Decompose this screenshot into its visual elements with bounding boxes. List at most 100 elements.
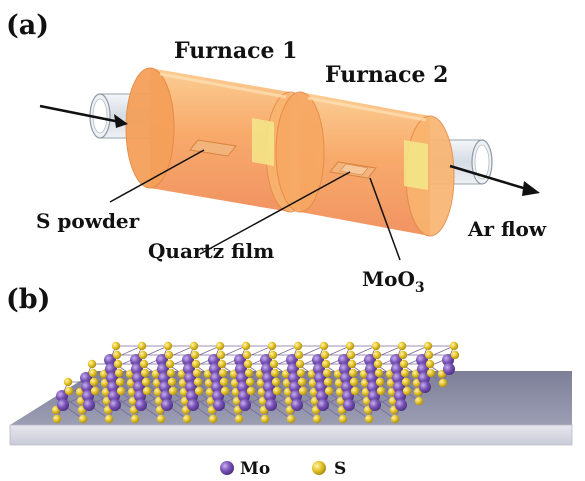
s-atom [140,368,150,378]
quartz-film-label: Quartz film [148,239,274,263]
mo-atom [161,399,173,411]
s-atom [243,359,253,369]
mo-atom [156,354,168,366]
mo-atom [315,381,327,393]
mo-atom [394,390,406,402]
s-atom [376,386,386,396]
mo-atom [416,354,428,366]
s-atom [219,377,229,387]
s-atom [399,359,409,369]
s-atom [450,350,460,360]
mo-atom [391,363,403,375]
mo-atom [109,399,121,411]
furnace-1-label: Furnace 1 [174,38,297,64]
mo-atom [286,354,298,366]
s-atom [270,368,280,378]
mo-atom [57,399,69,411]
s-atom [156,414,166,424]
s-atom [375,377,385,387]
mo-atom [130,354,142,366]
s-atom [449,341,459,351]
s-atom [260,414,270,424]
s-atom [167,377,177,387]
mo-atom [365,363,377,375]
mo-atom [289,381,301,393]
mo-atom [81,381,93,393]
s-atom [246,386,256,396]
mo-atom [133,381,145,393]
s-atom [397,341,407,351]
mo-atom [368,390,380,402]
s-atom [373,359,383,369]
mo-atom [184,372,196,384]
mo-atom [237,381,249,393]
s-atom [104,414,114,424]
s-atom [90,386,100,396]
s-atom [298,386,308,396]
mo-atom [364,354,376,366]
mo-atom [182,354,194,366]
s-atom [414,396,424,406]
s-atom [364,414,374,424]
s-atom [113,359,123,369]
s-atom [312,414,322,424]
s-atom [165,359,175,369]
mo-atom [367,381,379,393]
s-atom [295,359,305,369]
s-atom [297,377,307,387]
ar-flow-label: Ar flow [467,217,547,241]
mo-atom [83,399,95,411]
s-atom [89,377,99,387]
s-atom [193,377,203,387]
mo-atom [183,363,195,375]
mo-atom [312,354,324,366]
s-atom [189,341,199,351]
mo-atom [208,354,220,366]
furnace-2-label: Furnace 2 [325,62,448,88]
s-atom [426,368,436,378]
s-atom [372,350,382,360]
s-atom [63,377,73,387]
legend-s-marker [312,461,326,475]
mo-atom [157,363,169,375]
s-atom [208,414,218,424]
mos2-lattice [51,341,460,424]
mo-atom [104,354,116,366]
mo-atom [418,372,430,384]
s-atom [345,341,355,351]
mo-atom [185,381,197,393]
s-atom [192,368,202,378]
mo-atom [342,390,354,402]
mo-atom [287,363,299,375]
s-atom [241,341,251,351]
mo-atom [288,372,300,384]
mo-atom [239,399,251,411]
mo-atom [419,381,431,393]
moo3-label: MoO3 [362,267,425,296]
mo-atom [343,399,355,411]
s-atom [424,350,434,360]
mo-atom [393,381,405,393]
s-atom [371,341,381,351]
s-atom [242,350,252,360]
s-atom [64,386,74,396]
mo-atom [366,372,378,384]
s-powder-boat [189,139,237,157]
s-atom [164,350,174,360]
mo-atom [238,390,250,402]
mo-atom [443,363,455,375]
s-atom [425,359,435,369]
mo-atom [80,372,92,384]
mo-atom [56,390,68,402]
s-atom [268,350,278,360]
mo-atom [236,372,248,384]
s-atom [349,377,359,387]
s-atom [374,368,384,378]
s-atom [217,359,227,369]
mo-atom [261,363,273,375]
mo-atom [107,381,119,393]
legend-s-label: S [334,459,346,479]
s-atom [319,341,329,351]
s-atom [52,414,62,424]
